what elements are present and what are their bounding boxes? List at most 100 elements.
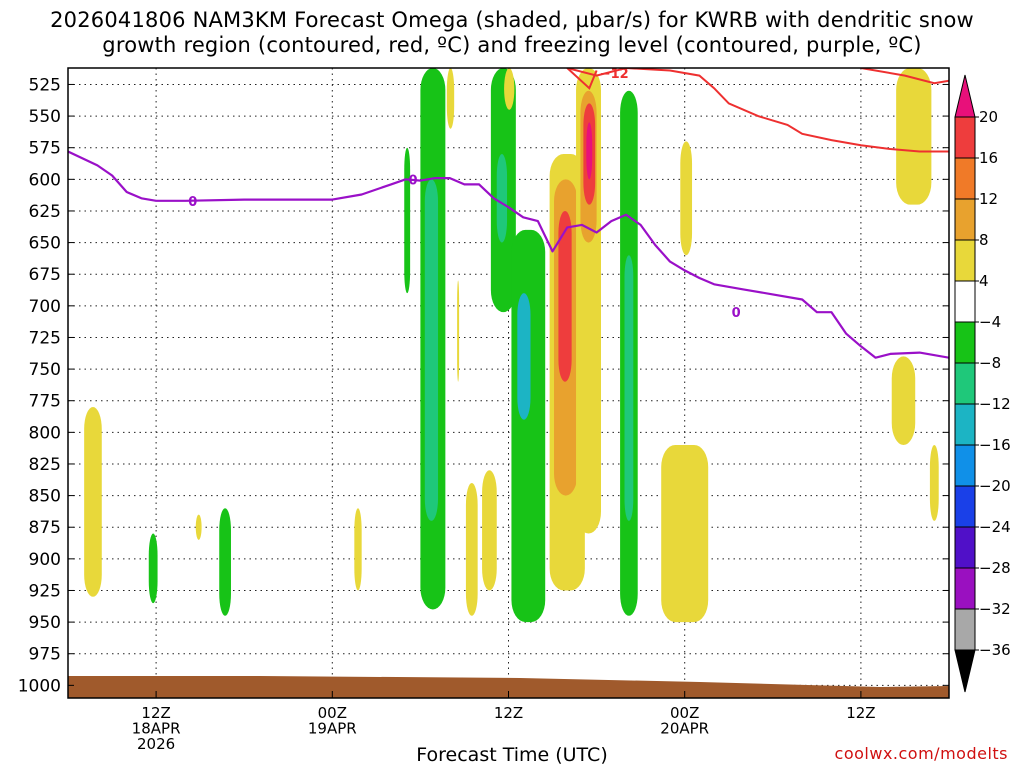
omega-cell-green-small-g: [219, 508, 231, 616]
colorbar-label: 8: [979, 231, 989, 249]
omega-cell-yellow-m: [465, 482, 478, 616]
colorbar-label: 20: [979, 108, 998, 126]
omega-cell-warm-plume-red: [558, 210, 572, 382]
colorbar-band: [954, 198, 976, 241]
omega-cell-cyan-core-d: [624, 255, 634, 521]
credit-link[interactable]: coolwx.com/modelts: [834, 744, 1008, 763]
omega-shading: [84, 68, 939, 623]
omega-cell-yellow-n: [482, 470, 497, 591]
chart-title-line-2: growth region (contoured, red, ºC) and f…: [102, 33, 922, 57]
omega-cell-green-strip-e: [404, 147, 411, 294]
omega-cell-yellow-small-i: [195, 514, 202, 540]
y-tick-label: 875: [29, 518, 61, 538]
y-tick-label: 525: [29, 75, 61, 95]
omega-cell-yellow-q: [661, 444, 709, 623]
terrain-band: [68, 676, 949, 698]
dgz-contour-label: −12: [600, 67, 629, 82]
colorbar-band: [954, 444, 976, 487]
omega-cell-yellow-thin-l: [457, 280, 460, 382]
y-tick-label: 650: [29, 234, 61, 254]
colorbar-band: [954, 362, 976, 405]
colorbar-label: −32: [979, 600, 1011, 618]
y-tick-label: 675: [29, 265, 61, 285]
dgz-contour-upper: [566, 68, 949, 153]
y-tick-label: 725: [29, 328, 61, 348]
y-tick-label: 775: [29, 392, 61, 412]
y-tick-label: 625: [29, 202, 61, 222]
x-tick-label: 12Z: [846, 704, 875, 722]
colorbar-band: [954, 280, 976, 323]
x-tick-label: 20APR: [660, 720, 709, 738]
colorbar-band: [954, 485, 976, 528]
y-tick-label: 800: [29, 423, 61, 443]
colorbar-label: −36: [979, 641, 1011, 659]
colorbar-label: −8: [979, 354, 1001, 372]
colorbar-label: −24: [979, 518, 1011, 536]
dgz-contour-dip: [566, 68, 598, 90]
omega-cell-yellow-top-o: [504, 68, 515, 110]
colorbar-label: 4: [979, 272, 989, 290]
colorbar-band: [954, 116, 976, 159]
omega-cell-green-small-f: [148, 533, 158, 604]
x-tick-label: 19APR: [308, 720, 357, 738]
y-tick-label: 750: [29, 360, 61, 380]
x-tick-label: 12Z: [494, 704, 523, 722]
colorbar-band: [954, 608, 976, 651]
y-tick-label: 950: [29, 613, 61, 633]
x-tick-label: 00Z: [670, 704, 699, 722]
freezing-level-label: 0: [732, 306, 741, 321]
omega-cell-yellow-s: [891, 356, 916, 445]
contour-lines: 0 0 0 −12: [68, 67, 949, 359]
omega-cell-yellow-left-h: [84, 407, 102, 597]
omega-cell-yellow-strip-k: [446, 68, 455, 129]
y-tick-label: 1000: [18, 676, 61, 696]
colorbar-band: [954, 321, 976, 364]
terrain-fill: [68, 676, 949, 698]
colorbar-band: [954, 157, 976, 200]
y-tick-label: 575: [29, 139, 61, 159]
y-tick-label: 900: [29, 550, 61, 570]
freezing-level-contour: [68, 150, 949, 359]
x-axis-title: Forecast Time (UTC): [416, 744, 608, 766]
colorbar-top-arrow: [954, 74, 976, 118]
y-tick-label: 850: [29, 487, 61, 507]
omega-cell-cyan-core-a: [424, 179, 439, 521]
omega-cell-warm-upper-magenta: [586, 122, 593, 180]
omega-cell-yellow-p: [680, 141, 693, 256]
chart-title-line-1: 2026041806 NAM3KM Forecast Omega (shaded…: [50, 8, 974, 32]
colorbar-bottom-arrow: [954, 649, 976, 693]
y-tick-label: 925: [29, 581, 61, 601]
x-tick-label: 2026: [137, 735, 175, 753]
y-tick-label: 975: [29, 645, 61, 665]
colorbar-band: [954, 567, 976, 610]
omega-cell-cyan-core-c: [517, 293, 531, 420]
omega-cell-yellow-small-j: [354, 508, 362, 591]
freezing-level-label: 0: [188, 195, 197, 210]
colorbar-band: [954, 526, 976, 569]
colorbar-band: [954, 403, 976, 446]
x-tick-label: 18APR: [132, 720, 181, 738]
freezing-level-label: 0: [409, 173, 418, 188]
omega-cell-yellow-t: [929, 444, 939, 521]
y-axis-ticks: 525 550 575 600 625 650 675 700 725 750 775 800 825 8…: [18, 75, 949, 696]
colorbar-label: 16: [979, 149, 998, 167]
x-tick-label: 00Z: [318, 704, 347, 722]
colorbar-label: −12: [979, 395, 1011, 413]
omega-colorbar: 20 16 12 8 4 −4 −8 −12 −16 −20 −24 −28 −32 −36: [954, 74, 1011, 693]
x-tick-label: 12Z: [141, 704, 170, 722]
colorbar-label: −4: [979, 313, 1001, 331]
colorbar-label: −16: [979, 436, 1011, 454]
colorbar-label: −28: [979, 559, 1011, 577]
y-tick-label: 600: [29, 170, 61, 190]
y-tick-label: 825: [29, 455, 61, 475]
y-tick-label: 700: [29, 297, 61, 317]
omega-cell-cyan-core-b: [496, 154, 508, 243]
colorbar-label: 12: [979, 190, 998, 208]
dgz-contour-right: [860, 68, 949, 85]
colorbar-band: [954, 239, 976, 282]
omega-cell-yellow-r: [896, 68, 932, 205]
omega-cell-green-column-c: [511, 229, 546, 623]
y-tick-label: 550: [29, 107, 61, 127]
